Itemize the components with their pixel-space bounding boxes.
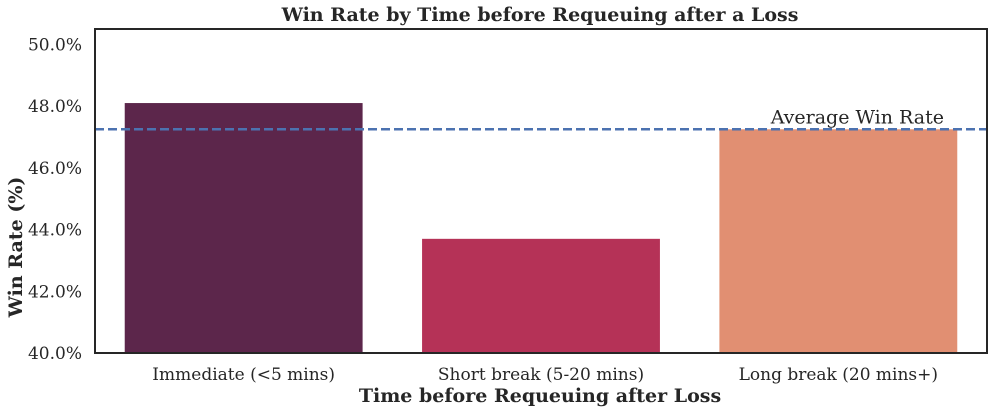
y-tick-label: 42.0%	[28, 282, 82, 302]
x-axis-label: Time before Requeuing after Loss	[359, 385, 721, 407]
x-tick-label: Long break (20 mins+)	[739, 365, 938, 385]
y-tick-label: 48.0%	[28, 97, 82, 117]
bar-1	[124, 103, 363, 353]
bar-2	[422, 238, 660, 353]
y-axis-ticks: 40.0% 42.0% 44.0% 46.0% 48.0% 50.0%	[28, 35, 82, 364]
x-axis-ticks: Immediate (<5 mins) Short break (5-20 min…	[152, 365, 938, 385]
y-tick-label: 50.0%	[28, 35, 82, 55]
bars-group	[124, 103, 958, 353]
y-axis-label: Win Rate (%)	[5, 177, 27, 319]
x-tick-label: Short break (5-20 mins)	[438, 365, 644, 385]
y-tick-label: 40.0%	[28, 344, 82, 364]
reference-line-group: Average Win Rate	[95, 106, 987, 131]
bar-3	[719, 129, 958, 353]
y-tick-label: 44.0%	[28, 221, 82, 241]
y-tick-label: 46.0%	[28, 159, 82, 179]
plot-frame	[94, 28, 988, 354]
chart-title: Win Rate by Time before Requeuing after …	[281, 4, 799, 26]
x-tick-label: Immediate (<5 mins)	[152, 365, 335, 385]
average-reference-label: Average Win Rate	[770, 106, 944, 128]
